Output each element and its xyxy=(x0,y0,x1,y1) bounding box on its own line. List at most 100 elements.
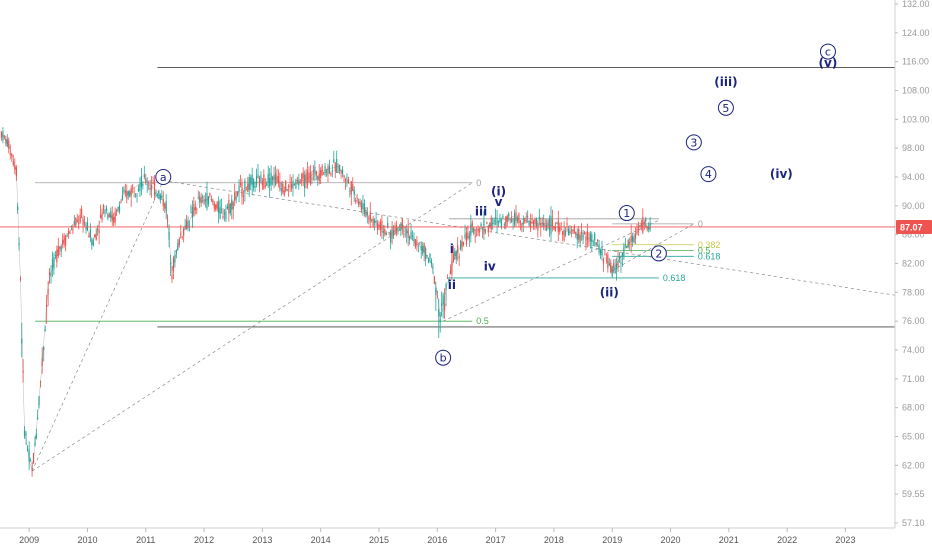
candle-body xyxy=(251,174,253,186)
candle-body xyxy=(573,225,575,234)
candle-body xyxy=(286,189,288,191)
candle-body xyxy=(597,239,599,242)
y-tick-label: 57.10 xyxy=(902,518,925,528)
candle-body xyxy=(544,225,546,226)
candle-body xyxy=(362,203,364,210)
fib-level-label: 0.5 xyxy=(476,316,489,326)
candle-body xyxy=(535,218,538,227)
candle-body xyxy=(181,236,183,238)
y-tick-label: 68.00 xyxy=(902,403,925,413)
wave-label-circle xyxy=(155,169,172,185)
candle-body xyxy=(304,174,306,189)
candle-body xyxy=(363,203,366,214)
candle-body xyxy=(649,222,651,231)
candle-body xyxy=(394,226,396,232)
candle-body xyxy=(108,214,110,218)
candle-body xyxy=(579,235,581,243)
candle-body xyxy=(229,204,231,214)
candle-body xyxy=(443,303,446,311)
candle-body xyxy=(219,207,221,219)
candle-body xyxy=(566,223,568,225)
candle-body xyxy=(337,172,339,173)
candle-body xyxy=(636,228,638,234)
candle-body xyxy=(242,195,245,197)
candle-body xyxy=(419,242,421,243)
candle-body xyxy=(560,222,562,224)
candle-body xyxy=(639,225,641,227)
candle-body xyxy=(365,209,367,217)
candle-body xyxy=(9,153,11,156)
candle-body xyxy=(116,209,118,211)
candle-body xyxy=(60,246,62,252)
candle-body xyxy=(529,221,532,229)
fib-level-label: 0.618 xyxy=(698,251,721,261)
y-tick-label: 124.00 xyxy=(902,28,930,38)
candle-body xyxy=(645,218,647,222)
candle-body xyxy=(569,230,571,234)
candle-body xyxy=(591,234,593,243)
candle-body xyxy=(158,191,160,199)
candle-body xyxy=(627,239,629,247)
wave-label: (iii) xyxy=(714,75,737,89)
candle-body xyxy=(349,190,351,192)
candle-body xyxy=(429,253,431,259)
candle-body xyxy=(355,200,357,202)
y-tick-label: 71.00 xyxy=(902,374,925,384)
candle-body xyxy=(218,201,220,214)
candle-body xyxy=(72,229,74,231)
candle-body xyxy=(101,213,103,221)
wave-label: 2 xyxy=(655,247,662,260)
candle-body xyxy=(250,177,252,184)
candle-body xyxy=(457,244,459,254)
x-tick-label: 2023 xyxy=(835,535,855,545)
wave-label-circle xyxy=(717,99,734,116)
wave-label: 1 xyxy=(623,207,630,220)
candle-body xyxy=(346,176,348,178)
trend-line xyxy=(442,219,660,322)
candle-body xyxy=(357,201,360,206)
wave-label: v xyxy=(495,195,503,209)
y-tick-label: 90.00 xyxy=(902,201,925,211)
candle-body xyxy=(525,216,527,218)
candle-body xyxy=(615,263,618,270)
candle-body xyxy=(86,222,89,231)
candle-body xyxy=(564,231,567,235)
candle-body xyxy=(344,178,347,182)
candle-body xyxy=(280,188,282,191)
candle-body xyxy=(168,231,170,241)
candle-body xyxy=(385,232,387,235)
candle-body xyxy=(320,169,322,178)
x-tick-label: 2019 xyxy=(602,535,622,545)
candle-body xyxy=(439,319,441,323)
candle-body xyxy=(98,230,100,234)
wave-label-circle xyxy=(819,43,836,60)
candle-body xyxy=(222,215,224,218)
candle-body xyxy=(327,166,329,176)
candle-body xyxy=(267,173,269,183)
candle-body xyxy=(470,224,472,236)
candle-body xyxy=(305,173,307,183)
candle-body xyxy=(532,220,535,227)
wave-label: (v) xyxy=(819,56,838,70)
candle-body xyxy=(531,218,533,220)
candle-body xyxy=(607,254,609,269)
candle-body xyxy=(410,231,412,236)
candle-body xyxy=(199,196,201,202)
y-tick-label: 108.00 xyxy=(902,86,930,96)
candle-body xyxy=(551,219,554,226)
candle-body xyxy=(283,190,285,196)
candle-body xyxy=(260,175,262,181)
candle-body xyxy=(22,370,24,373)
candle-body xyxy=(382,230,384,233)
wave-label: 3 xyxy=(690,136,697,149)
candle-body xyxy=(59,246,61,249)
candle-body xyxy=(614,267,616,274)
candle-body xyxy=(136,195,138,197)
candle-body xyxy=(406,230,408,234)
candle-body xyxy=(392,230,395,236)
candle-body xyxy=(397,228,399,231)
y-tick-label: 132.00 xyxy=(902,0,930,9)
candle-body xyxy=(505,216,507,228)
